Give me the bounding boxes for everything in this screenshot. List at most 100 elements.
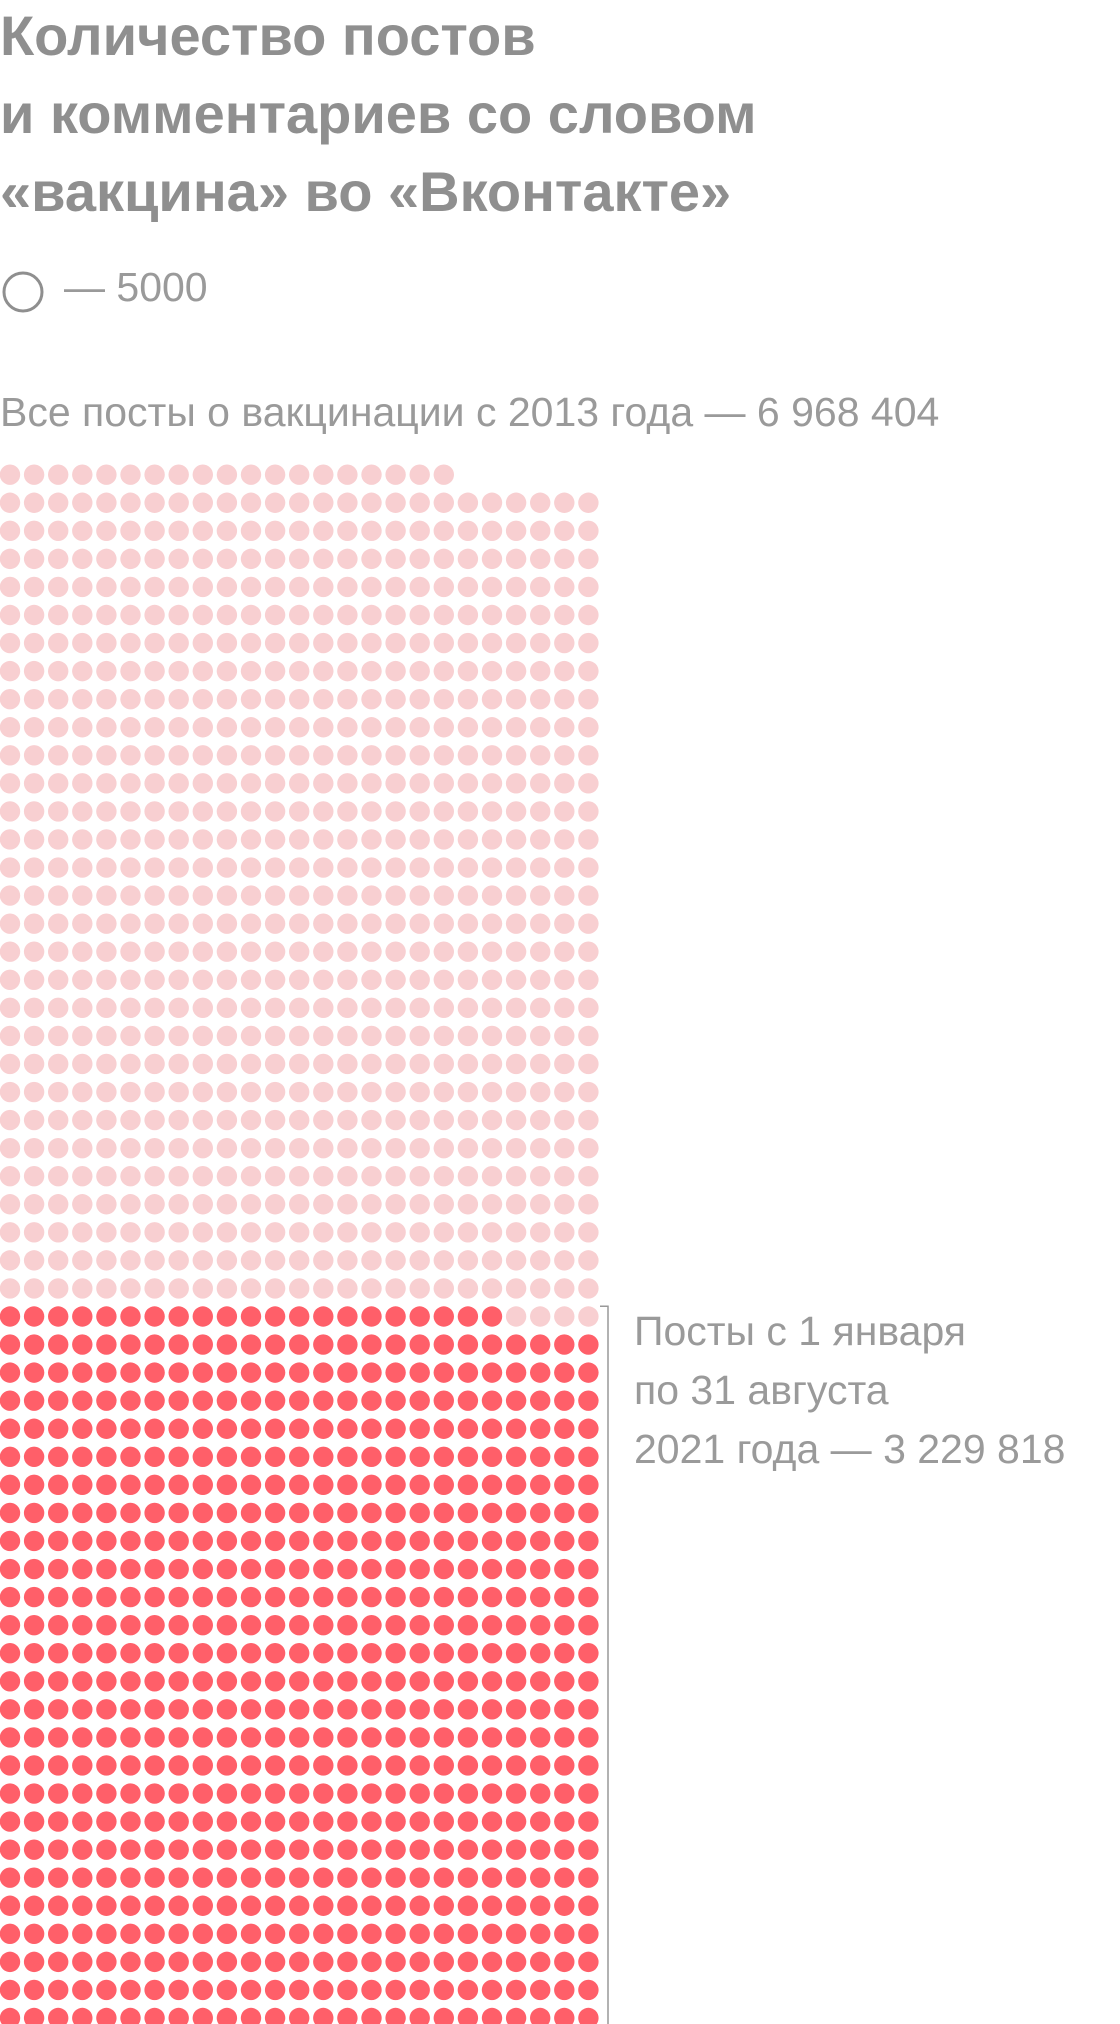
unit-dot bbox=[337, 829, 358, 850]
unit-dot bbox=[96, 1923, 117, 1945]
unit-dot bbox=[72, 1109, 93, 1131]
unit-dot bbox=[481, 1755, 503, 1776]
unit-dot bbox=[23, 1839, 45, 1860]
unit-dot bbox=[289, 1783, 310, 1804]
unit-dot bbox=[385, 1979, 406, 2001]
unit-dot bbox=[433, 717, 454, 738]
unit-dot bbox=[433, 464, 454, 485]
unit-dot bbox=[337, 1558, 358, 1580]
unit-dot bbox=[409, 1390, 430, 1411]
unit-dot bbox=[120, 1418, 141, 1439]
unit-dot bbox=[289, 913, 310, 934]
unit-dot bbox=[457, 660, 479, 682]
unit-dot bbox=[289, 464, 310, 485]
unit-dot bbox=[72, 1783, 93, 1804]
unit-dot bbox=[23, 1446, 45, 1468]
unit-dot bbox=[313, 1390, 334, 1411]
unit-dot bbox=[240, 1951, 262, 1973]
unit-dot bbox=[289, 1671, 310, 1692]
unit-dot bbox=[96, 941, 117, 962]
unit-dot bbox=[289, 1362, 310, 1383]
unit-dot bbox=[0, 1755, 21, 1776]
unit-dot bbox=[530, 1250, 551, 1271]
unit-dot bbox=[505, 1250, 527, 1271]
unit-dot bbox=[505, 520, 527, 542]
unit-dot bbox=[361, 604, 382, 626]
unit-dot bbox=[289, 1951, 310, 1973]
unit-dot bbox=[457, 1502, 479, 1524]
unit-dot bbox=[337, 1306, 358, 1327]
unit-dot bbox=[96, 1250, 117, 1271]
unit-dot bbox=[264, 1306, 286, 1327]
unit-dot bbox=[0, 604, 21, 626]
unit-dot bbox=[505, 1783, 527, 1804]
unit-dot bbox=[96, 1081, 117, 1103]
unit-dot bbox=[192, 1166, 213, 1187]
unit-dot bbox=[457, 1727, 479, 1748]
unit-dot bbox=[481, 1474, 503, 1496]
unit-dot bbox=[168, 1979, 189, 2001]
unit-dot bbox=[337, 745, 358, 766]
unit-dot bbox=[72, 604, 93, 626]
unit-dot bbox=[289, 1334, 310, 1355]
unit-dot bbox=[168, 1699, 189, 1720]
unit-dot bbox=[578, 1222, 599, 1243]
unit-dot bbox=[361, 1025, 382, 1047]
unit-dot bbox=[192, 969, 213, 990]
unit-dot bbox=[313, 1222, 334, 1243]
unit-dot bbox=[240, 464, 262, 485]
unit-dot bbox=[144, 1446, 165, 1468]
unit-dot bbox=[289, 773, 310, 794]
unit-dot bbox=[216, 717, 238, 738]
unit-dot bbox=[120, 464, 141, 485]
unit-dot bbox=[457, 1474, 479, 1496]
unit-dot bbox=[120, 1250, 141, 1271]
unit-dot bbox=[409, 576, 430, 598]
unit-dot bbox=[433, 1643, 454, 1664]
unit-dot bbox=[264, 1979, 286, 2001]
unit-dot bbox=[337, 1222, 358, 1243]
unit-dot bbox=[120, 1334, 141, 1355]
unit-dot bbox=[216, 688, 238, 710]
unit-dot bbox=[313, 1081, 334, 1103]
unit-dot bbox=[264, 941, 286, 962]
unit-dot bbox=[240, 1418, 262, 1439]
unit-dot bbox=[409, 1727, 430, 1748]
unit-dot bbox=[313, 1418, 334, 1439]
unit-dot bbox=[48, 1025, 69, 1047]
unit-dot bbox=[144, 1979, 165, 2001]
unit-dot bbox=[361, 745, 382, 766]
unit-dot bbox=[240, 801, 262, 822]
unit-dot bbox=[457, 1558, 479, 1580]
unit-dot bbox=[120, 548, 141, 570]
unit-dot bbox=[192, 1558, 213, 1580]
unit-dot bbox=[433, 1755, 454, 1776]
unit-dot bbox=[457, 1755, 479, 1776]
unit-dot bbox=[168, 745, 189, 766]
unit-dot bbox=[457, 1586, 479, 1608]
unit-dot bbox=[409, 1025, 430, 1047]
unit-dot bbox=[120, 1727, 141, 1748]
unit-dot bbox=[0, 660, 21, 682]
unit-dot bbox=[530, 492, 551, 513]
unit-dot bbox=[23, 801, 45, 822]
unit-dot bbox=[96, 773, 117, 794]
unit-dot bbox=[578, 801, 599, 822]
unit-dot bbox=[264, 1250, 286, 1271]
unit-dot bbox=[578, 1390, 599, 1411]
unit-dot bbox=[409, 632, 430, 654]
unit-dot bbox=[23, 576, 45, 598]
unit-dot bbox=[120, 1194, 141, 1215]
unit-dot bbox=[120, 1362, 141, 1383]
unit-dot bbox=[216, 941, 238, 962]
unit-dot bbox=[409, 1137, 430, 1159]
unit-dot bbox=[168, 1081, 189, 1103]
unit-dot bbox=[433, 1109, 454, 1131]
unit-dot bbox=[289, 1250, 310, 1271]
unit-dot bbox=[313, 632, 334, 654]
unit-dot bbox=[168, 1390, 189, 1411]
unit-dot bbox=[144, 1278, 165, 1299]
unit-dot bbox=[168, 1951, 189, 1973]
unit-dot bbox=[144, 829, 165, 850]
unit-dot bbox=[505, 1137, 527, 1159]
